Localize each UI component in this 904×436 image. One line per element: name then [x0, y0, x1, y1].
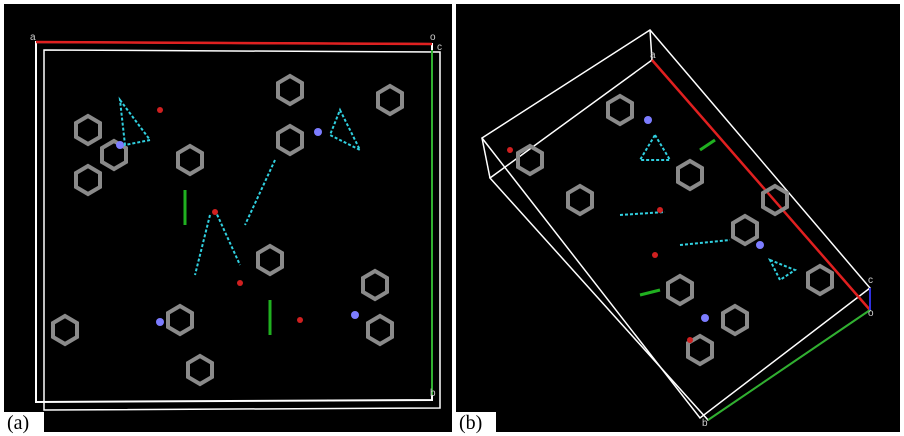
- panel-label: (a): [7, 412, 29, 434]
- figure: a o c b (a) a c o b: [0, 0, 904, 436]
- axis-label: o: [868, 308, 874, 319]
- axis-label: c: [868, 275, 873, 286]
- axis-label: b: [430, 388, 436, 399]
- axis-label: c: [437, 42, 442, 53]
- panel-background: [456, 4, 900, 432]
- axis-label: b: [702, 418, 708, 429]
- axis-label: o: [430, 32, 436, 43]
- panel-label: (b): [459, 412, 482, 434]
- panel-b: a c o b (b): [456, 4, 900, 434]
- axis-label: a: [30, 32, 36, 43]
- axis-label: a: [650, 50, 656, 61]
- panel-a: a o c b (a): [4, 4, 452, 434]
- panel-background: [4, 4, 452, 432]
